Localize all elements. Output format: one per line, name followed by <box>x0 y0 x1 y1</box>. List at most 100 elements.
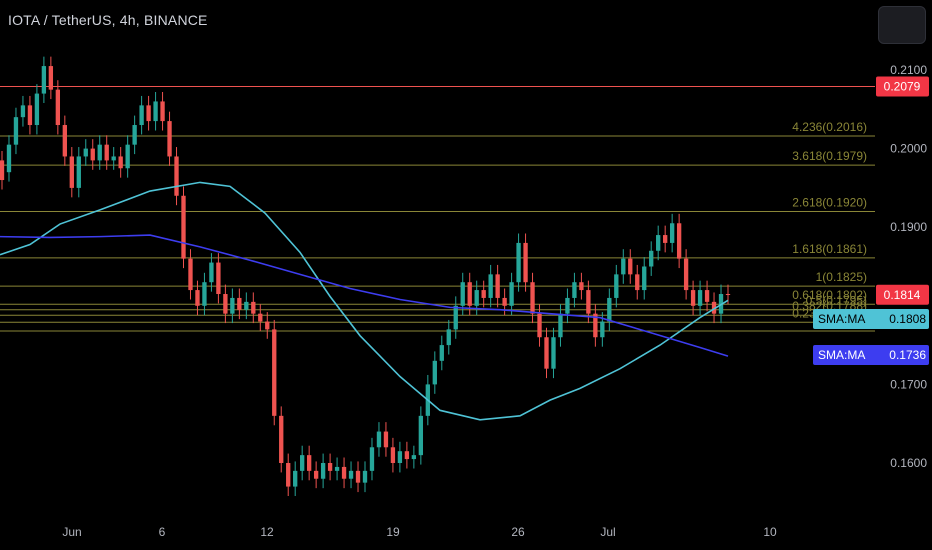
sma-slow-badge-value: 0.1736 <box>889 348 926 362</box>
fib-level-label: 1(0.1825) <box>816 270 867 284</box>
candle-body <box>446 329 451 346</box>
candle-body <box>586 290 591 314</box>
y-tick-label: 0.2100 <box>890 63 927 77</box>
sma-slow-badge <box>813 345 929 365</box>
candle-body <box>690 290 696 306</box>
candle-body <box>0 160 5 181</box>
candle-body <box>704 290 710 302</box>
fib-level-label: 4.236(0.2016) <box>792 120 867 134</box>
sma-slow-line <box>0 234 729 357</box>
resistance-price-badge-label: 0.2079 <box>884 80 921 94</box>
candle-body <box>251 301 256 314</box>
candle-body <box>530 282 535 314</box>
sma-fast-badge-value: 0.1808 <box>889 312 926 326</box>
candle-body <box>376 431 382 448</box>
candle-body <box>34 93 40 126</box>
fib-level-label: 3.618(0.1979) <box>792 149 867 163</box>
sma-fast-badge <box>813 309 929 329</box>
candle-body <box>181 195 186 259</box>
candle-body <box>418 415 424 456</box>
candle-body <box>20 105 26 118</box>
candle-body <box>621 258 626 275</box>
candle-body <box>488 274 493 298</box>
candle-body <box>551 337 556 369</box>
candle-body <box>460 282 465 306</box>
candle-body <box>635 274 640 291</box>
candle-body <box>69 156 74 188</box>
candle-body <box>516 242 521 283</box>
candle-body <box>593 313 598 338</box>
candle-body <box>697 290 703 306</box>
candle-body <box>244 301 249 310</box>
candle-body <box>453 305 458 330</box>
candle-body <box>327 463 333 471</box>
y-tick-label: 0.1600 <box>890 456 927 470</box>
candle-body <box>432 360 437 385</box>
candle-body <box>202 282 207 306</box>
candle-body <box>286 463 291 487</box>
candle-body <box>55 89 61 126</box>
candle-body <box>537 313 542 338</box>
candle-body <box>642 266 647 291</box>
candle-body <box>600 321 605 338</box>
candle-body <box>676 223 682 259</box>
candle-body <box>272 329 277 416</box>
candle-body <box>125 144 130 169</box>
candle-body <box>523 242 528 283</box>
toolbar-button[interactable] <box>878 6 926 44</box>
candle-body <box>76 156 81 188</box>
resistance-price-badge <box>876 76 929 97</box>
candle-body <box>711 301 717 314</box>
candle-body <box>411 455 417 460</box>
candle-body <box>279 415 284 463</box>
candle-body <box>104 144 109 161</box>
candle-body <box>495 274 500 298</box>
candle-body <box>397 451 403 463</box>
candle-body <box>467 282 472 306</box>
candle-body <box>153 101 158 122</box>
candle-body <box>62 125 67 157</box>
candle-body <box>481 290 486 298</box>
x-tick-label: 10 <box>763 525 777 539</box>
candle-body <box>313 470 319 479</box>
candle-body <box>41 66 47 94</box>
candle-body <box>6 144 12 173</box>
candle-body <box>27 105 33 126</box>
candle-body <box>97 144 102 161</box>
candle-body <box>544 337 549 369</box>
candle-body <box>572 282 577 298</box>
candle-body <box>83 148 88 157</box>
candle-body <box>502 297 507 306</box>
x-tick-label: Jun <box>62 525 81 539</box>
candle-body <box>390 447 396 463</box>
candle-body <box>439 345 444 361</box>
x-tick-label: Jul <box>600 525 615 539</box>
candle-body <box>404 451 410 460</box>
candle-body <box>118 156 123 169</box>
x-tick-label: 6 <box>159 525 166 539</box>
candle-body <box>509 282 514 306</box>
candle-body <box>293 470 298 487</box>
candle-body <box>167 121 172 157</box>
candle-body <box>174 156 179 196</box>
candle-body <box>216 262 221 295</box>
fib-level-label: 0.618(0.1802) <box>792 288 867 302</box>
current-price-badge <box>876 284 929 305</box>
candle-body <box>306 455 312 471</box>
fib-level-label: 0.5(0.1795) <box>806 294 867 308</box>
fib-level-label: 2.618(0.1920) <box>792 195 867 209</box>
candle-body <box>649 250 654 267</box>
candle-body <box>188 258 193 291</box>
candle-body <box>474 290 479 306</box>
candle-body <box>369 447 375 471</box>
candle-body <box>209 262 214 283</box>
candle-body <box>90 148 95 161</box>
candle-body <box>669 223 675 243</box>
fib-level-label: 1.618(0.1861) <box>792 242 867 256</box>
candle-body <box>558 313 563 338</box>
candle-body <box>160 101 165 122</box>
candle-body <box>663 235 668 243</box>
candle-body <box>111 156 116 161</box>
candle-body <box>258 313 263 322</box>
